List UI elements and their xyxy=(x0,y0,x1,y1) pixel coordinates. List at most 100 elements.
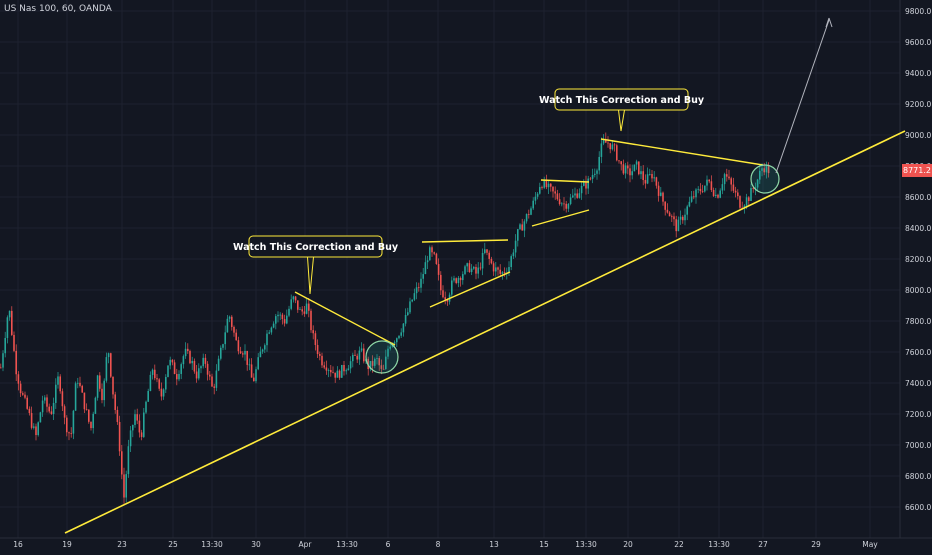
candle-body xyxy=(206,363,209,375)
candle-body xyxy=(409,301,411,313)
candle-body xyxy=(220,347,222,359)
candle-body xyxy=(88,409,90,422)
candle-body xyxy=(242,353,244,355)
candle-body xyxy=(226,318,229,333)
candle-body xyxy=(732,184,735,191)
candle-body xyxy=(50,411,53,414)
candle-body xyxy=(127,446,130,475)
x-tick-label: 15 xyxy=(539,540,549,549)
candle-body xyxy=(446,299,449,302)
candle-body xyxy=(688,201,691,207)
candle-body xyxy=(706,179,708,186)
candle-body xyxy=(629,168,631,176)
y-tick-label: 7000.0 xyxy=(905,441,931,450)
candle-body xyxy=(299,309,301,311)
candle-body xyxy=(486,249,488,253)
candle-body xyxy=(140,432,143,437)
candle-body xyxy=(442,290,444,298)
candle-body xyxy=(565,203,567,209)
candle-body xyxy=(712,190,715,197)
candle-body xyxy=(563,203,565,205)
symbol-title: US Nas 100, 60, OANDA xyxy=(4,4,112,14)
candle-body xyxy=(567,203,570,209)
candle-body xyxy=(752,188,754,189)
candle-body xyxy=(198,368,200,379)
candle-body xyxy=(6,317,9,338)
pattern-trendline xyxy=(421,239,509,243)
candle-body xyxy=(235,332,237,341)
x-tick-label: 23 xyxy=(117,540,127,549)
candle-body xyxy=(451,280,453,295)
candle-body xyxy=(107,353,110,358)
candle-body xyxy=(136,414,138,421)
candle-body xyxy=(378,358,380,366)
candle-body xyxy=(160,388,163,397)
candle-body xyxy=(253,377,255,382)
candle-body xyxy=(765,165,768,173)
candle-body xyxy=(558,199,561,205)
candle-body xyxy=(488,252,490,259)
candle-body xyxy=(554,191,556,194)
candle-body xyxy=(583,182,585,186)
x-tick-label: 25 xyxy=(168,540,178,549)
candle-body xyxy=(655,177,658,186)
candle-body xyxy=(686,206,688,215)
candle-body xyxy=(327,370,330,371)
candle-body xyxy=(72,410,75,434)
x-tick-label: 27 xyxy=(758,540,768,549)
candle-body xyxy=(464,266,466,275)
projection-arrowhead xyxy=(825,17,833,28)
candle-body xyxy=(290,299,292,309)
candle-body xyxy=(679,216,682,220)
candle-body xyxy=(701,191,704,192)
candle-body xyxy=(407,312,409,315)
candle-body xyxy=(264,345,266,350)
candle-body xyxy=(717,194,719,198)
candle-body xyxy=(693,196,695,198)
candle-body xyxy=(48,406,50,412)
pattern-trendline xyxy=(540,179,590,183)
candle-body xyxy=(376,358,378,359)
candle-body xyxy=(624,165,627,174)
candle-body xyxy=(605,139,607,143)
candle-body xyxy=(495,267,497,272)
candle-body xyxy=(347,368,350,371)
candle-body xyxy=(0,367,2,369)
candle-body xyxy=(657,185,660,196)
candle-body xyxy=(424,262,427,275)
candle-body xyxy=(666,209,669,213)
candle-body xyxy=(631,171,633,176)
candle-body xyxy=(2,353,4,368)
y-tick-label: 7800.0 xyxy=(905,317,931,326)
candle-body xyxy=(468,263,471,273)
candle-body xyxy=(275,316,277,324)
candle-body xyxy=(319,354,321,356)
candle-body xyxy=(556,193,559,200)
candle-body xyxy=(325,367,328,371)
candle-body xyxy=(336,370,339,378)
candle-body xyxy=(26,397,28,409)
candle-body xyxy=(462,274,464,281)
candle-body xyxy=(413,293,416,300)
candle-body xyxy=(200,366,202,369)
candle-body xyxy=(499,269,501,274)
candle-body xyxy=(660,192,662,196)
candle-body xyxy=(19,383,22,394)
candle-body xyxy=(59,376,61,392)
candle-body xyxy=(550,183,552,187)
candle-body xyxy=(213,386,215,388)
candle-body xyxy=(345,370,347,372)
y-tick-label: 9600.0 xyxy=(905,38,931,47)
candle-body xyxy=(46,397,48,407)
candle-body xyxy=(547,183,550,188)
candle-body xyxy=(15,350,17,375)
candle-body xyxy=(477,267,479,274)
candle-body xyxy=(334,372,336,378)
candle-body xyxy=(283,319,286,324)
candle-body xyxy=(92,413,94,429)
candle-body xyxy=(613,144,616,146)
candle-body xyxy=(673,216,675,220)
candle-body xyxy=(453,278,455,281)
